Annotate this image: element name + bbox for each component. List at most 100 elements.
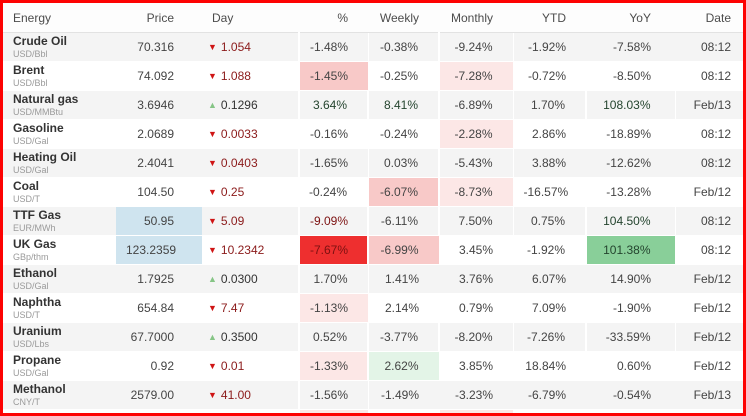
down-arrow-icon: ▼ [208, 245, 217, 255]
commodity-cell: Gasoline USD/Gal [3, 119, 116, 149]
commodity-cell: TTF Gas EUR/MWh [3, 206, 116, 236]
price-cell: 1.7925 [116, 264, 202, 294]
yoy-percent-cell: -5.29% [586, 409, 675, 413]
commodity-name[interactable]: TTF Gas [13, 208, 62, 222]
weekly-percent-cell: 2.16% [368, 409, 439, 413]
day-change-cell: ▼ 5.09 [202, 206, 299, 236]
day-change-cell: ▼0.61 [202, 409, 299, 413]
monthly-percent-cell: -2.28% [438, 119, 514, 149]
col-header-weekly: Weekly [368, 3, 439, 33]
commodity-cell: Uranium USD/Lbs [3, 322, 116, 352]
yoy-percent-cell: -7.58% [586, 32, 675, 62]
commodity-name[interactable]: Methanol [13, 382, 66, 396]
monthly-percent-cell: -8.20% [438, 322, 514, 352]
pct-percent-cell: -1.13% [298, 293, 369, 323]
col-header-price: Price [116, 3, 202, 33]
commodity-unit: USD/Bbl [13, 78, 48, 88]
down-arrow-icon: ▼ [208, 361, 217, 371]
day-change-value: 7.47 [220, 301, 245, 315]
day-change-value: 0.25 [220, 185, 245, 199]
table-row: Methanol CNY/T 2579.00 ▼ 41.00 -1.56% -1.49% -3… [3, 380, 743, 410]
pct-percent-cell: -1.33% [298, 351, 369, 381]
date-cell: Feb/13 [675, 90, 743, 120]
table-row: Ethanol USD/Gal 1.7925 ▲ 0.0300 1.70% 1.41% 3.7… [3, 264, 743, 294]
commodity-name[interactable]: UK Gas [13, 237, 57, 251]
commodity-name[interactable]: Ethanol [13, 266, 57, 280]
weekly-percent-cell: 0.03% [368, 148, 439, 178]
commodity-name[interactable]: Urals Oil [13, 412, 106, 414]
price-cell: 74.092 [116, 61, 202, 91]
down-arrow-icon: ▼ [208, 71, 217, 81]
yoy-percent-cell: -18.89% [586, 119, 675, 149]
price-cell: 0.92 [116, 351, 202, 381]
commodity-unit: USD/T [13, 310, 40, 320]
commodity-cell: Ethanol USD/Gal [3, 264, 116, 294]
weekly-percent-cell: -0.24% [368, 119, 439, 149]
commodity-name[interactable]: Natural gas [13, 92, 79, 106]
day-change-cell: ▲ 0.0300 [202, 264, 299, 294]
price-cell: 50.95 [116, 206, 202, 236]
col-header-ytd: YTD [513, 3, 586, 33]
weekly-percent-cell: 1.41% [368, 264, 439, 294]
day-change-cell: ▼ 0.0033 [202, 119, 299, 149]
weekly-percent-cell: -6.11% [367, 206, 440, 236]
price-cell: 70.01 [116, 409, 202, 413]
table-row: Propane USD/Gal 0.92 ▼ 0.01 -1.33% 2.62% 3.85% 1… [3, 351, 743, 381]
energy-prices-table: Energy Price Day % Weekly Monthly YTD Yo… [3, 3, 743, 414]
weekly-percent-cell: -6.07% [367, 177, 440, 207]
price-cell: 104.50 [116, 177, 202, 207]
commodity-unit: USD/Gal [13, 281, 49, 291]
table-row: Uranium USD/Lbs 67.7000 ▲ 0.3500 0.52% -3.77% -… [3, 322, 743, 352]
date-cell: 08:12 [675, 61, 743, 91]
pct-percent-cell: 1.70% [298, 264, 369, 294]
day-change-value: 0.0300 [220, 272, 258, 286]
commodity-unit: USD/Gal [13, 165, 49, 175]
ytd-percent-cell: -0.72% [513, 61, 586, 91]
ytd-percent-cell: 1.70% [513, 90, 586, 120]
commodity-cell: Coal USD/T [3, 177, 116, 207]
commodity-name[interactable]: Propane [13, 353, 62, 367]
commodity-cell: Propane USD/Gal [3, 351, 116, 381]
monthly-percent-cell: -3.23% [439, 380, 513, 410]
commodity-name[interactable]: Uranium [13, 324, 62, 338]
table-row: Urals OilUSD/Bbl70.01▼0.61-0.86%2.16%-8.… [3, 409, 743, 414]
day-change-value: 0.0403 [220, 156, 258, 170]
day-change-value: 5.09 [220, 214, 245, 228]
commodity-name[interactable]: Coal [13, 179, 40, 193]
day-change-value: 0.01 [220, 359, 245, 373]
commodity-name[interactable]: Gasoline [13, 121, 64, 135]
day-change-cell: ▼ 10.2342 [202, 235, 299, 265]
day-change-cell: ▼ 0.0403 [202, 148, 299, 178]
ytd-percent-cell: 2.19% [513, 409, 586, 413]
commodity-unit: USD/T [13, 194, 40, 204]
table-row: Heating Oil USD/Gal 2.4041 ▼ 0.0403 -1.65% 0.0… [3, 148, 743, 178]
commodity-name[interactable]: Heating Oil [13, 150, 77, 164]
commodity-cell: UK Gas GBp/thm [3, 235, 116, 265]
down-arrow-icon: ▼ [208, 390, 217, 400]
day-change-value: 41.00 [220, 388, 251, 402]
ytd-percent-cell: 0.75% [513, 206, 586, 236]
ytd-percent-cell: 6.07% [513, 264, 586, 294]
ytd-percent-cell: -6.79% [513, 380, 586, 410]
day-change-cell: ▼ 0.01 [202, 351, 299, 381]
yoy-percent-cell: -33.59% [585, 322, 676, 352]
commodity-unit: USD/Gal [13, 136, 49, 146]
commodity-name[interactable]: Crude Oil [13, 34, 68, 48]
col-header-date: Date [675, 3, 743, 33]
col-header-monthly: Monthly [439, 3, 513, 33]
ytd-percent-cell: 3.88% [513, 148, 586, 178]
commodity-name[interactable]: Brent [13, 63, 45, 77]
day-change-cell: ▲ 0.3500 [202, 322, 299, 352]
commodity-cell: Heating Oil USD/Gal [3, 148, 116, 178]
col-header-yoy: YoY [586, 3, 675, 33]
commodity-name[interactable]: Naphtha [13, 295, 61, 309]
monthly-percent-cell: -5.43% [438, 148, 514, 178]
date-cell: Feb/12 [675, 322, 743, 352]
date-cell: 08:12 [675, 119, 743, 149]
yoy-percent-cell: -1.90% [586, 293, 675, 323]
price-cell: 123.2359 [116, 235, 202, 265]
yoy-percent-cell: 0.60% [586, 351, 675, 381]
commodity-unit: USD/MMBtu [13, 107, 64, 117]
